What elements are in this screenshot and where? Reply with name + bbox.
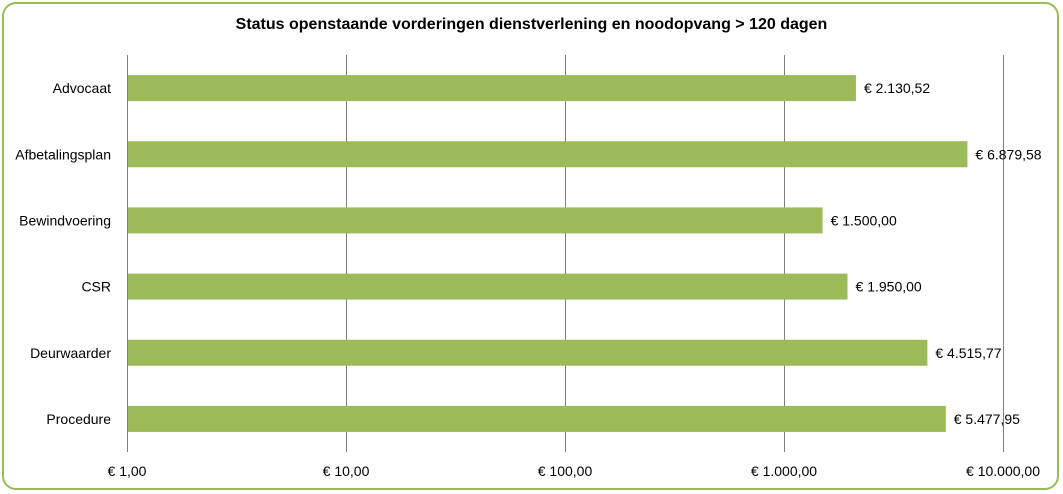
- chart-title: Status openstaande vorderingen dienstver…: [235, 16, 828, 33]
- category-label: Deurwaarder: [30, 345, 111, 361]
- category-label: Afbetalingsplan: [15, 146, 111, 162]
- bar-deurwaarder: [128, 339, 928, 366]
- category-label: Advocaat: [53, 80, 111, 96]
- x-tick-label: € 100,00: [538, 463, 593, 479]
- data-label: € 5.477,95: [954, 411, 1020, 427]
- x-tick-label: € 1.000,00: [751, 463, 817, 479]
- grid-lines: [127, 55, 1004, 452]
- data-label: € 4.515,77: [935, 345, 1001, 361]
- bars: [128, 75, 968, 432]
- x-tick-label: € 1,00: [108, 463, 147, 479]
- bar-advocaat: [128, 75, 856, 102]
- bar-procedure: [128, 405, 946, 432]
- x-tick-label: € 10,00: [323, 463, 370, 479]
- bar-bewindvoering: [128, 207, 823, 234]
- data-label: € 2.130,52: [864, 80, 930, 96]
- x-tick-label: € 10.000,00: [966, 463, 1040, 479]
- x-tick-labels: € 1,00 € 10,00 € 100,00 € 1.000,00 € 10.000,…: [108, 463, 1041, 479]
- bar-csr: [128, 273, 848, 300]
- category-label: Procedure: [46, 411, 111, 427]
- category-label: CSR: [81, 279, 111, 295]
- category-labels: Advocaat Afbetalingsplan Bewindvoering CSR D…: [15, 80, 111, 427]
- data-label: € 1.500,00: [831, 212, 897, 228]
- data-labels: € 2.130,52 € 6.879,58 € 1.500,00 € 1.950,00…: [831, 80, 1042, 427]
- category-label: Bewindvoering: [19, 212, 111, 228]
- data-label: € 6.879,58: [975, 146, 1041, 162]
- bar-afbetalingsplan: [128, 141, 968, 168]
- data-label: € 1.950,00: [856, 279, 922, 295]
